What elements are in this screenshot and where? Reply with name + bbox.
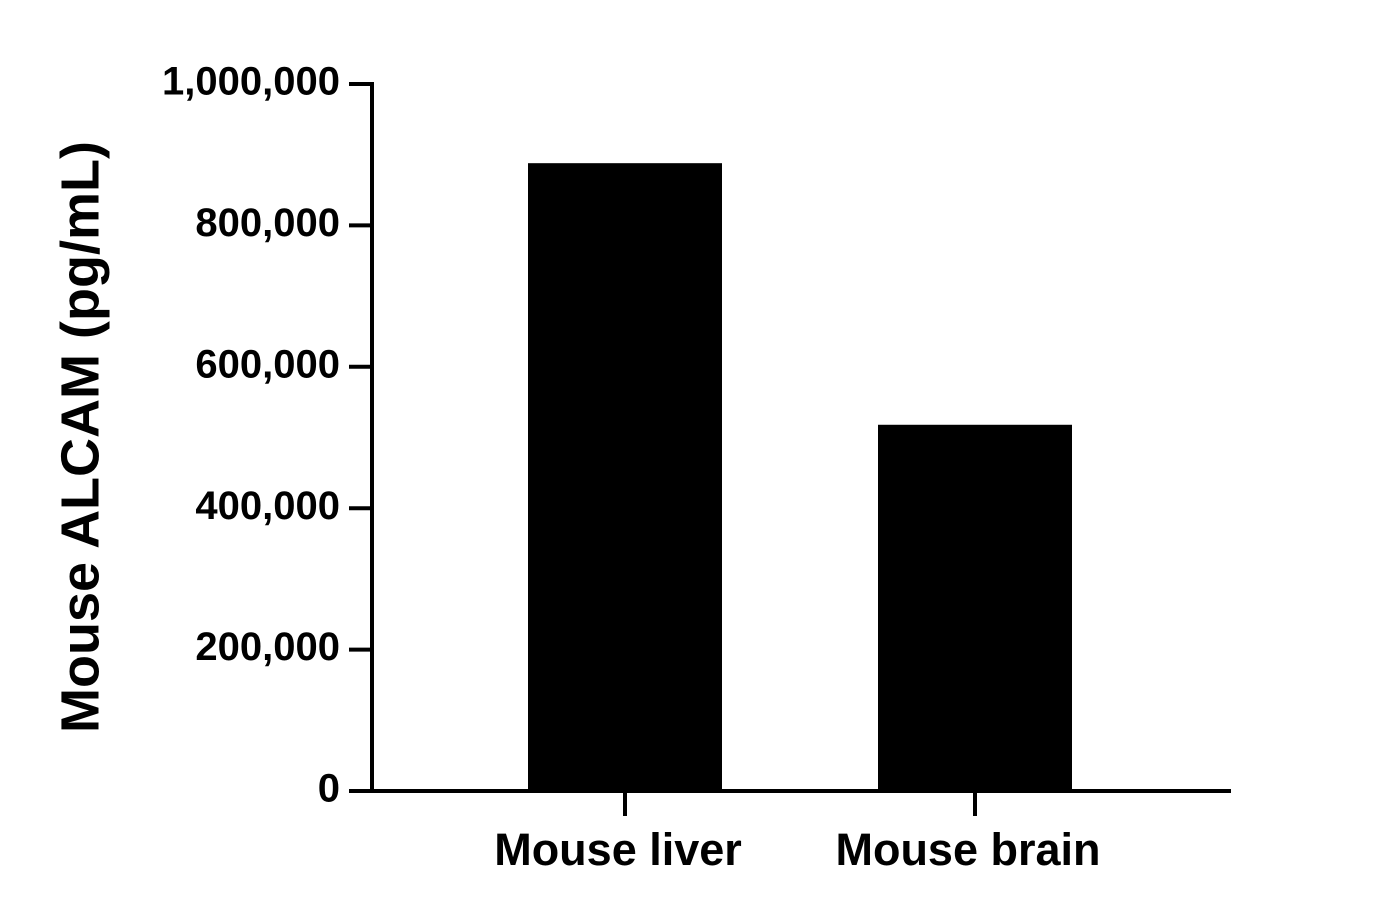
y-tick-label: 1,000,000 (162, 60, 340, 104)
y-tick-label: 600,000 (195, 342, 340, 386)
x-tick-label: Mouse liver (494, 824, 742, 875)
y-axis-title: Mouse ALCAM (pg/mL) (50, 141, 110, 733)
bar (878, 424, 1072, 791)
y-tick-label: 800,000 (195, 201, 340, 245)
bar (528, 163, 722, 791)
y-tick-label: 400,000 (195, 484, 340, 528)
y-tick-label: 0 (318, 767, 340, 811)
x-tick-label: Mouse brain (835, 824, 1100, 875)
y-tick-label: 200,000 (195, 625, 340, 669)
